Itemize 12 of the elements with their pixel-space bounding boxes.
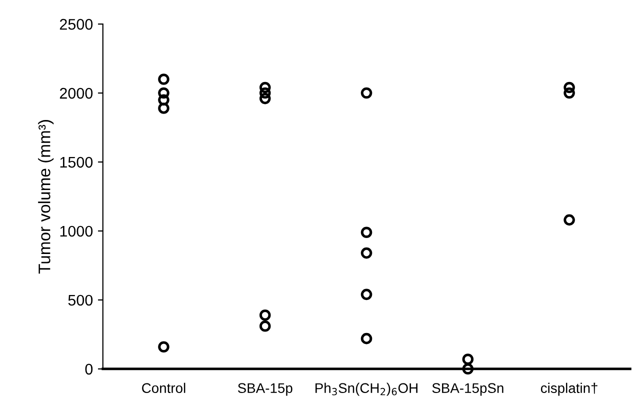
- x-tick-label: SBA-15pSn: [432, 383, 504, 396]
- y-tick-label: 2500: [60, 18, 93, 30]
- y-axis-title: Tumor volume (mm³): [38, 120, 54, 274]
- y-tick-label: 500: [68, 294, 93, 306]
- y-tick-label: 1000: [60, 226, 93, 237]
- y-tick-label: 0: [85, 364, 93, 375]
- x-tick-label: Control: [142, 382, 186, 394]
- x-tick-label: cisplatin†: [540, 382, 598, 396]
- y-tick-label: 1500: [60, 156, 93, 168]
- y-tick-label: 2000: [60, 88, 93, 99]
- x-tick-label: Ph$_{3}$Sn(CH$_{2}$)$_{6}$OH: [315, 382, 418, 396]
- x-tick-label: SBA-15p: [238, 383, 292, 396]
